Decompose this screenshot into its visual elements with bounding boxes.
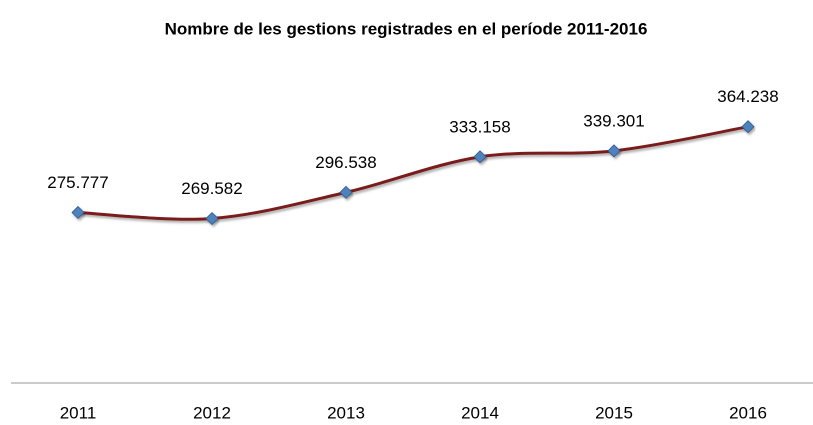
data-label: 269.582 — [181, 179, 242, 198]
x-tick-label: 2013 — [327, 403, 365, 422]
x-tick-label: 2011 — [60, 403, 97, 422]
data-label: 275.777 — [47, 173, 108, 192]
data-label: 296.538 — [315, 153, 376, 172]
marker — [71, 205, 85, 220]
x-tick-label: 2014 — [461, 403, 499, 422]
marker — [741, 120, 755, 134]
line — [77, 125, 749, 221]
data-label: 333.158 — [449, 117, 510, 136]
marker — [473, 150, 487, 164]
marker — [205, 211, 219, 226]
x-tick-label: 2016 — [729, 403, 767, 422]
chart-title: Nombre de les gestions registrades en el… — [165, 19, 648, 38]
data-label: 364.238 — [717, 87, 778, 106]
marker — [607, 144, 621, 158]
x-tick-label: 2012 — [193, 403, 231, 422]
x-tick-label: 2015 — [595, 403, 633, 422]
data-label: 339.301 — [583, 111, 644, 130]
marker — [339, 185, 353, 199]
